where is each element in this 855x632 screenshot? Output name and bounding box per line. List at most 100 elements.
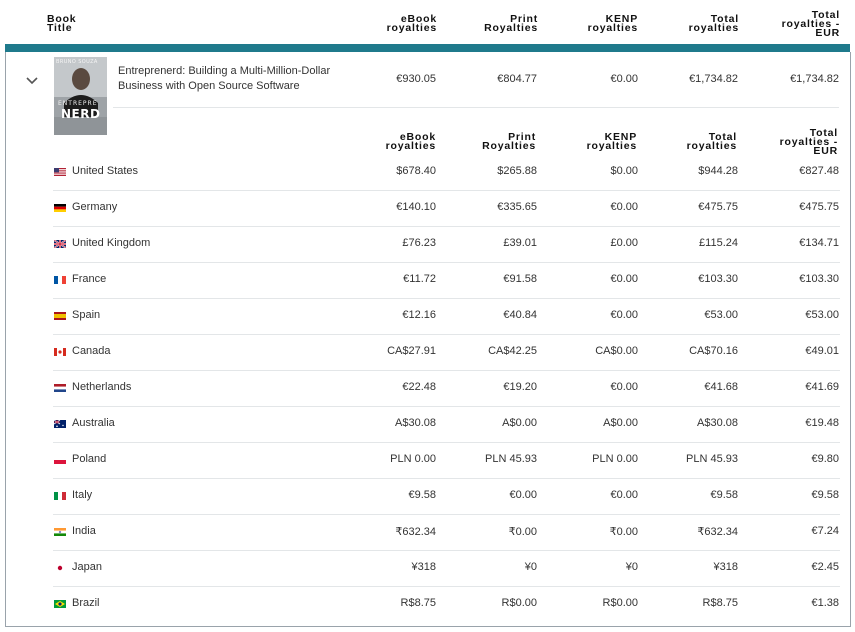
in-flag-icon <box>54 528 66 536</box>
subheader-print-royalties: Print Royalties <box>482 132 536 152</box>
country-name: Italy <box>72 489 93 501</box>
country-name: Japan <box>72 561 102 573</box>
header-kenp-line2: royalties <box>587 22 638 34</box>
subheader-total-royalties-eur: Total royalties - EUR <box>779 127 838 157</box>
fr-flag-icon <box>54 276 66 284</box>
print-royalties-cell: CA$42.25 <box>488 345 537 357</box>
total-royalties-eur-cell: €827.48 <box>799 165 839 177</box>
country-name: Brazil <box>72 597 100 609</box>
kenp-royalties-cell: A$0.00 <box>603 417 638 429</box>
country-name: United Kingdom <box>72 237 151 249</box>
total-royalties-cell: R$8.75 <box>702 597 738 609</box>
country-row: United States $678.40 $265.88 $0.00 $944.28 €… <box>53 155 840 191</box>
kenp-royalties-cell: £0.00 <box>610 237 638 249</box>
book-cover-image: BRUNO SOUZA ENTREPRE NERD <box>54 57 107 135</box>
total-royalties-eur-cell: €19.48 <box>805 417 839 429</box>
es-flag-icon <box>54 312 66 320</box>
subheader-ebook-line1: eBook <box>399 131 436 143</box>
subheader-total-eur-line1: Total <box>809 127 838 139</box>
collapse-chevron-icon[interactable] <box>24 73 40 89</box>
kenp-royalties-cell: CA$0.00 <box>595 345 638 357</box>
ebook-royalties-cell: A$30.08 <box>395 417 436 429</box>
country-row: India ₹632.34 ₹0.00 ₹0.00 ₹632.34 €7.24 <box>53 515 840 551</box>
total-royalties-eur-cell: €1.38 <box>811 597 839 609</box>
book-total-royalties-eur: €1,734.82 <box>790 73 839 85</box>
print-royalties-cell: €40.84 <box>503 309 537 321</box>
total-royalties-cell: £115.24 <box>699 237 738 249</box>
row-divider <box>53 406 840 407</box>
total-royalties-cell: ¥318 <box>713 561 738 573</box>
pl-flag-icon <box>54 456 66 464</box>
book-total-royalties: €1,734.82 <box>689 73 738 85</box>
book-kenp-royalties: €0.00 <box>610 73 638 85</box>
country-name: Spain <box>72 309 101 321</box>
row-divider <box>53 478 840 479</box>
header-ebook-line1: eBook <box>400 13 437 25</box>
total-royalties-cell: PLN 45.93 <box>686 453 738 465</box>
header-total-eur-line3: EUR <box>815 27 840 39</box>
subheader-total-royalties: Total royalties <box>686 132 737 152</box>
subheader-total-eur-line3: EUR <box>813 145 838 157</box>
ebook-royalties-cell: ¥318 <box>411 561 436 573</box>
total-royalties-cell: CA$70.16 <box>689 345 738 357</box>
country-row: Germany €140.10 €335.65 €0.00 €475.75 €475.75 <box>53 191 840 227</box>
header-print-royalties: Print Royalties <box>484 14 538 34</box>
subheader-total-eur-line2: royalties - <box>779 136 838 148</box>
ebook-royalties-cell: CA$27.91 <box>387 345 436 357</box>
au-flag-icon <box>54 420 66 428</box>
country-row: France €11.72 €91.58 €0.00 €103.30 €103.30 <box>53 263 840 299</box>
total-royalties-eur-cell: €103.30 <box>799 273 839 285</box>
ebook-royalties-cell: €22.48 <box>402 381 436 393</box>
country-row: Poland PLN 0.00 PLN 45.93 PLN 0.00 PLN 45.93… <box>53 443 840 479</box>
print-royalties-cell: PLN 45.93 <box>485 453 537 465</box>
total-royalties-eur-cell: €2.45 <box>811 561 839 573</box>
total-royalties-cell: ₹632.34 <box>697 526 738 538</box>
header-kenp-line1: KENP <box>605 13 638 25</box>
total-royalties-eur-cell: €475.75 <box>799 201 839 213</box>
kenp-royalties-cell: PLN 0.00 <box>592 453 638 465</box>
total-royalties-cell: €475.75 <box>698 201 738 213</box>
print-royalties-cell: £39.01 <box>503 237 537 249</box>
total-royalties-cell: €41.68 <box>704 381 738 393</box>
total-royalties-cell: A$30.08 <box>697 417 738 429</box>
kenp-royalties-cell: €0.00 <box>610 273 638 285</box>
total-royalties-eur-cell: €53.00 <box>805 309 839 321</box>
row-divider <box>53 262 840 263</box>
book-cover-title-main: NERD <box>61 107 101 121</box>
country-name: India <box>72 525 96 537</box>
total-royalties-eur-cell: €9.58 <box>811 489 839 501</box>
kenp-royalties-cell: €0.00 <box>610 201 638 213</box>
row-divider <box>53 586 840 587</box>
book-cover-author: BRUNO SOUZA <box>56 59 98 65</box>
subheader-kenp-royalties: KENP royalties <box>586 132 637 152</box>
subheader-ebook-line2: royalties <box>385 140 436 152</box>
country-row: Japan ¥318 ¥0 ¥0 ¥318 €2.45 <box>53 551 840 587</box>
country-row: Australia A$30.08 A$0.00 A$0.00 A$30.08 €19.4… <box>53 407 840 443</box>
header-print-line2: Royalties <box>484 22 538 34</box>
country-name: Poland <box>72 453 107 465</box>
book-row-divider <box>113 107 839 108</box>
total-royalties-cell: $944.28 <box>698 165 738 177</box>
country-row: Brazil R$8.75 R$0.00 R$0.00 R$8.75 €1.38 <box>53 587 840 623</box>
row-divider <box>53 298 840 299</box>
subheader-kenp-line2: royalties <box>586 140 637 152</box>
book-cover-title-top: ENTREPRE <box>58 100 98 107</box>
ebook-royalties-cell: ₹632.34 <box>395 526 436 538</box>
jp-flag-icon <box>54 564 66 572</box>
total-royalties-eur-cell: €9.80 <box>811 453 839 465</box>
total-royalties-cell: €53.00 <box>704 309 738 321</box>
subheader-ebook-royalties: eBook royalties <box>385 131 436 152</box>
gb-flag-icon <box>54 240 66 248</box>
print-royalties-cell: $265.88 <box>497 165 537 177</box>
country-name: France <box>72 273 107 285</box>
ca-flag-icon <box>54 348 66 356</box>
country-name: Germany <box>72 201 118 213</box>
total-royalties-cell: €9.58 <box>710 489 738 501</box>
header-total-line1: Total <box>710 13 739 25</box>
kenp-royalties-cell: ¥0 <box>625 561 638 573</box>
total-royalties-eur-cell: €41.69 <box>805 381 839 393</box>
book-title-text[interactable]: Entreprenerd: Building a Multi-Million-D… <box>118 65 331 92</box>
country-row: Canada CA$27.91 CA$42.25 CA$0.00 CA$70.16 €49… <box>53 335 840 371</box>
subheader-total-line2: royalties <box>686 140 737 152</box>
header-ebook-royalties: eBook royalties <box>387 13 437 34</box>
